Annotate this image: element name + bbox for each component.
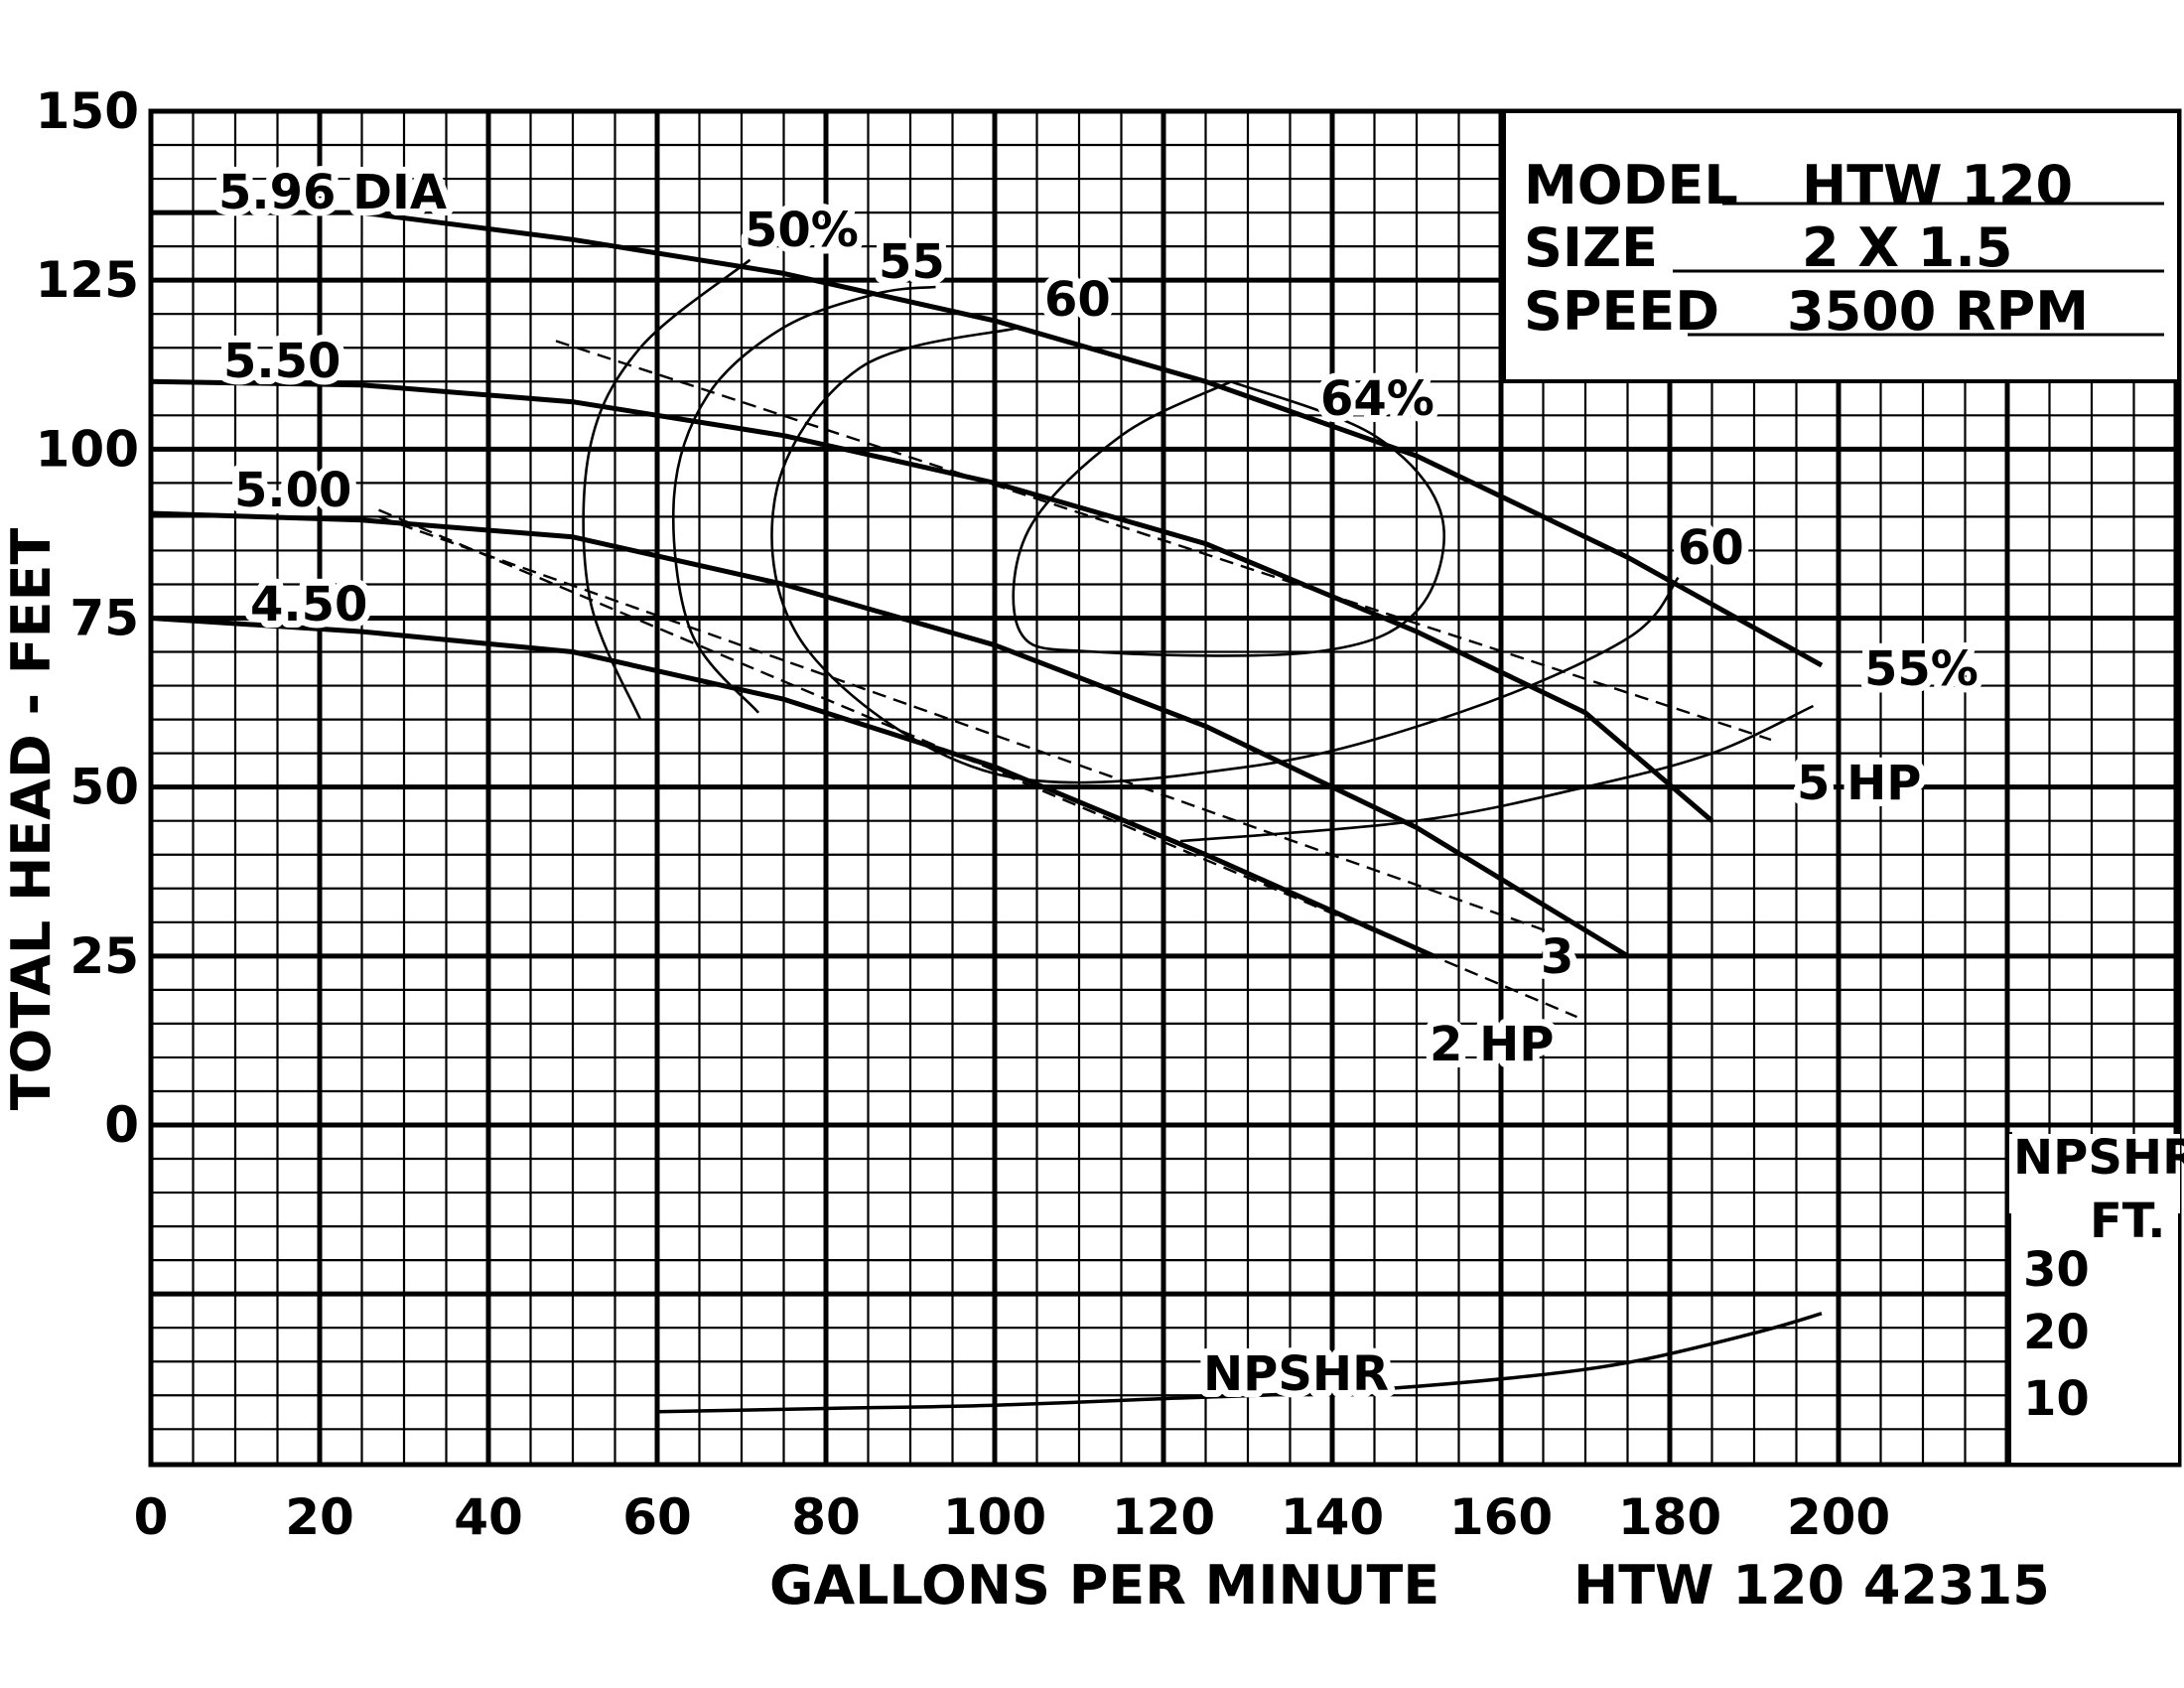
efficiency-curve-0	[582, 258, 751, 721]
label-eff-64: 64%	[1320, 371, 1434, 427]
diameter-labels: 5.96 DIA 5.50 5.00 4.50	[211, 158, 454, 639]
npshr-axis: NPSHR FT. 30 20 10	[2009, 1130, 2184, 1427]
label-npshr-curve: NPSHR	[1203, 1346, 1389, 1402]
label-dia-450: 4.50	[250, 577, 367, 633]
info-size-key: SIZE	[1524, 216, 1658, 279]
y-tick-label: 100	[36, 420, 139, 478]
efficiency-curve-2	[1179, 704, 1815, 843]
label-eff-55: 55	[879, 234, 945, 290]
y-tick-label: 0	[104, 1096, 139, 1154]
efficiency-curve-3	[770, 326, 1680, 784]
hp-line-1	[378, 515, 1561, 937]
npshr-tick-10: 10	[2023, 1371, 2090, 1427]
x-tick-label: 20	[285, 1488, 354, 1546]
label-eff-55-right: 55%	[1864, 641, 1979, 697]
footer-code: HTW 120 42315	[1573, 1554, 2050, 1617]
x-tick-label: 140	[1281, 1488, 1384, 1546]
info-size-value: 2 X 1.5	[1802, 216, 2012, 279]
x-tick-label: 40	[454, 1488, 523, 1546]
y-tick-label: 125	[36, 251, 139, 309]
npshr-curve	[656, 1312, 1823, 1414]
label-hp-2: 2 HP	[1430, 1017, 1554, 1072]
x-tick-label: 0	[134, 1488, 169, 1546]
x-tick-label: 60	[622, 1488, 692, 1546]
curves	[150, 210, 1824, 1414]
efficiency-curve-1	[672, 285, 936, 714]
efficiency-curve-4	[1012, 380, 1445, 657]
info-model-key: MODEL	[1524, 154, 1738, 216]
tick-labels: 0 20 40 60 80 100 120 140 160 180 200 0 25 50 75 100 125…	[36, 82, 1891, 1546]
head-curve-2	[150, 510, 1629, 958]
x-tick-label: 80	[791, 1488, 861, 1546]
info-speed-value: 3500 RPM	[1787, 280, 2089, 343]
label-eff-60: 60	[1044, 272, 1111, 328]
x-tick-label: 160	[1449, 1488, 1553, 1546]
label-dia-500: 5.00	[234, 463, 351, 518]
y-axis-label: TOTAL HEAD - FEET	[0, 528, 63, 1111]
efficiency-labels: 50% 55 60 64% 60 55%	[738, 196, 1985, 704]
npshr-tick-20: 20	[2023, 1305, 2090, 1360]
npshr-axis-unit: FT.	[2090, 1194, 2165, 1249]
label-hp-5: 5 HP	[1797, 756, 1921, 811]
head-curve-3	[150, 616, 1435, 959]
info-speed-key: SPEED	[1524, 280, 1719, 343]
y-tick-label: 150	[36, 82, 139, 140]
label-eff-50: 50%	[745, 203, 859, 258]
head-curve-0	[151, 210, 1824, 668]
hp-labels: 5 HP 3 2 HP	[1423, 749, 1928, 1079]
label-dia-550: 5.50	[223, 334, 341, 389]
x-tick-label: 180	[1618, 1488, 1721, 1546]
y-tick-label: 50	[69, 759, 139, 816]
x-axis-label: GALLONS PER MINUTE	[769, 1554, 1439, 1617]
x-tick-label: 100	[943, 1488, 1046, 1546]
y-tick-label: 25	[69, 927, 139, 985]
label-hp-3: 3	[1541, 929, 1573, 985]
x-tick-label: 200	[1787, 1488, 1890, 1546]
x-tick-label: 120	[1112, 1488, 1215, 1546]
info-model-value: HTW 120	[1802, 154, 2073, 216]
npshr-axis-title: NPSHR	[2013, 1130, 2184, 1186]
npshr-tick-30: 30	[2023, 1242, 2090, 1298]
y-tick-label: 75	[69, 590, 139, 647]
label-dia-596: 5.96 DIA	[218, 165, 447, 220]
label-eff-60-right: 60	[1678, 520, 1744, 576]
info-box: MODEL HTW 120 SIZE 2 X 1.5 SPEED 3500 RP…	[1502, 109, 2181, 383]
hp-line-0	[555, 340, 1772, 742]
